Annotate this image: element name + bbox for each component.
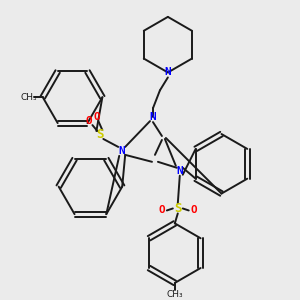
Text: N: N [164, 68, 171, 77]
Text: N: N [119, 146, 126, 156]
Text: S: S [174, 202, 182, 215]
Text: O: O [93, 112, 100, 122]
Text: O: O [85, 116, 92, 126]
Text: CH₃: CH₃ [21, 93, 37, 102]
Text: S: S [97, 128, 104, 140]
Text: N: N [150, 112, 156, 122]
Text: N: N [176, 166, 183, 176]
Text: O: O [158, 206, 165, 215]
Text: CH₃: CH₃ [167, 290, 183, 299]
Text: O: O [190, 206, 197, 215]
